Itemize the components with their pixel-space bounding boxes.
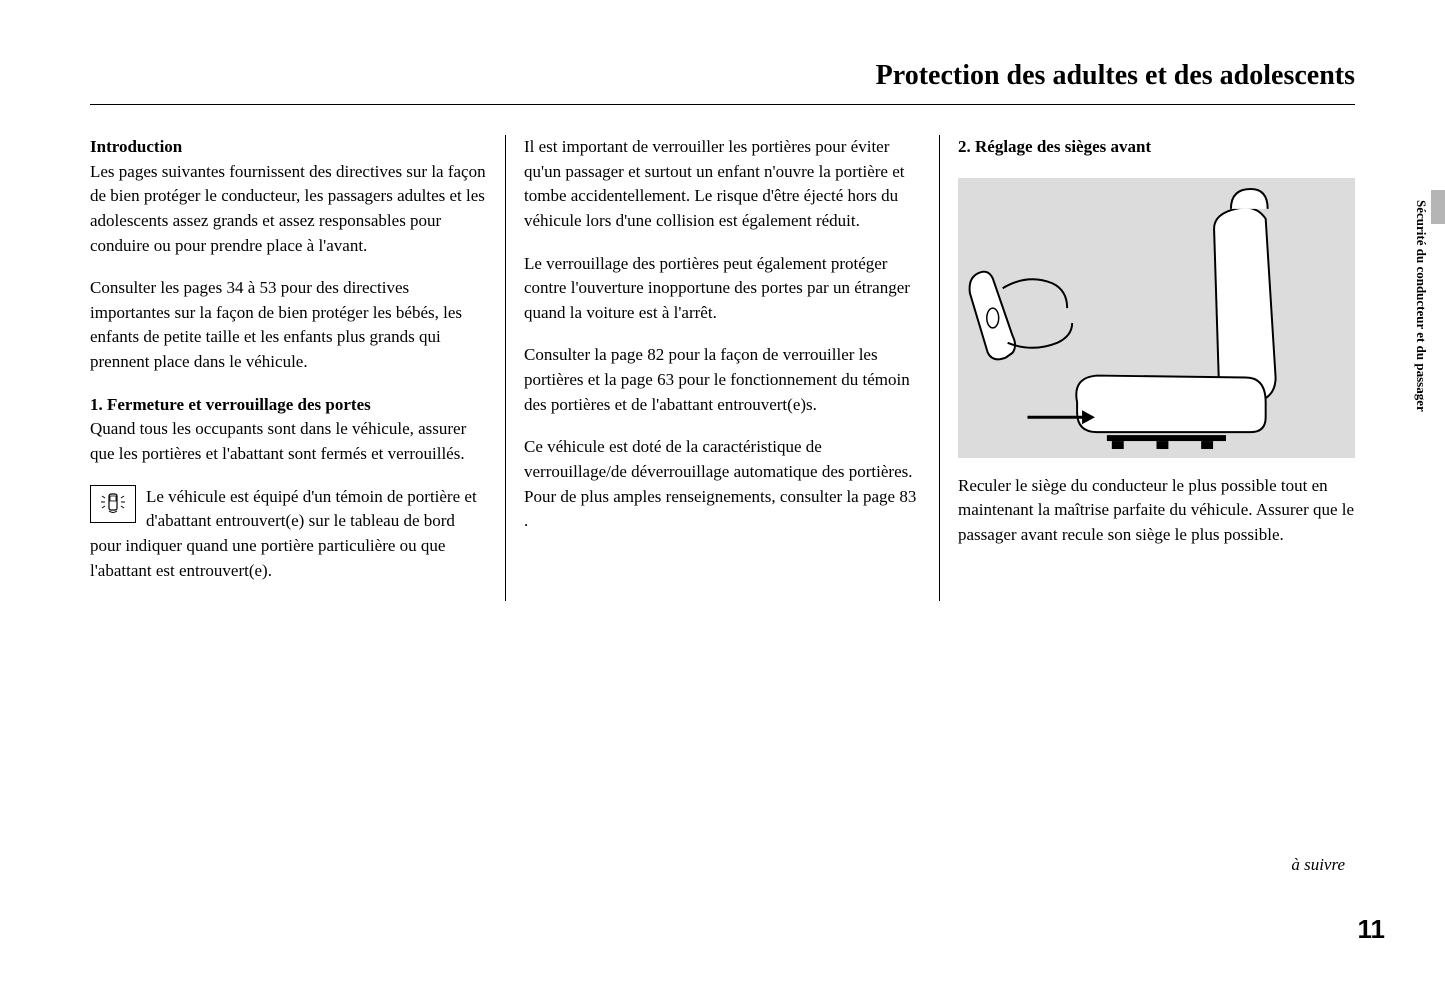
col2-p4: Ce véhicule est doté de la caractéristiq… xyxy=(524,435,921,534)
seat-adjustment-illustration xyxy=(958,178,1355,458)
col2-p3: Consulter la page 82 pour la façon de ve… xyxy=(524,343,921,417)
intro-block: Introduction Les pages suivantes fournis… xyxy=(90,135,487,258)
side-section-label: Sécurité du conducteur et du passager xyxy=(1413,200,1429,412)
illustration-caption: Reculer le siège du conducteur le plus p… xyxy=(958,474,1355,548)
page-number: 11 xyxy=(1358,914,1386,945)
col2-p1: Il est important de verrouiller les port… xyxy=(524,135,921,234)
intro-heading: Introduction xyxy=(90,137,182,156)
step1-text: Quand tous les occupants sont dans le vé… xyxy=(90,419,466,463)
step1-heading: 1. Fermeture et verrouillage des portes xyxy=(90,395,371,414)
step1-block: 1. Fermeture et verrouillage des portes … xyxy=(90,393,487,467)
column-2: Il est important de verrouiller les port… xyxy=(505,135,940,601)
step2-heading: 2. Réglage des sièges avant xyxy=(958,135,1355,160)
page-title: Protection des adultes et des adolescent… xyxy=(90,60,1355,92)
continued-label: à suivre xyxy=(1291,855,1345,875)
page-header: Protection des adultes et des adolescent… xyxy=(90,60,1355,105)
section-tab xyxy=(1431,190,1445,224)
door-ajar-icon xyxy=(90,485,136,523)
icon-paragraph: Le véhicule est équipé d'un témoin de po… xyxy=(90,485,487,584)
column-1: Introduction Les pages suivantes fournis… xyxy=(90,135,505,601)
col2-p2: Le verrouillage des portières peut égale… xyxy=(524,252,921,326)
icon-para-text: Le véhicule est équipé d'un témoin de po… xyxy=(90,487,477,580)
column-3: 2. Réglage des sièges avant xyxy=(940,135,1355,601)
intro-text: Les pages suivantes fournissent des dire… xyxy=(90,162,486,255)
reference-para: Consulter les pages 34 à 53 pour des dir… xyxy=(90,276,487,375)
content-columns: Introduction Les pages suivantes fournis… xyxy=(90,135,1355,601)
